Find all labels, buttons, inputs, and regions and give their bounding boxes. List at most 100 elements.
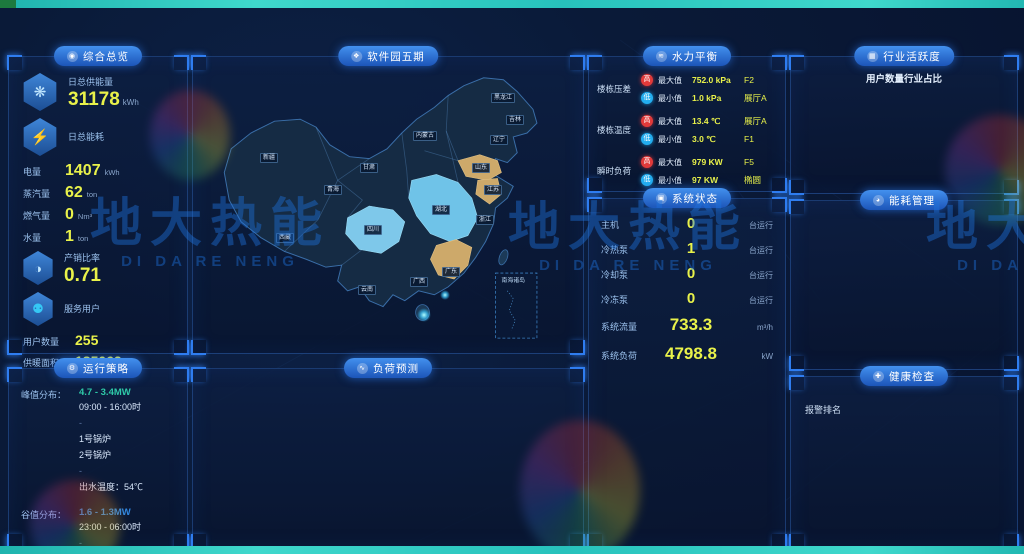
panel-hydraulic-header[interactable]: ≋ 水力平衡	[643, 46, 731, 66]
province-label-chip[interactable]: 广西	[409, 277, 429, 287]
daily-consumption-block: ⚡ 日总能耗	[21, 118, 177, 156]
overview-metric-list: 电量 1407 kWh 蒸汽量 62 ton 燃气量 0 Nm³ 水量 1 ton	[21, 163, 177, 251]
ratio-block: ◑ 产销比率 0.71	[21, 251, 177, 285]
hydraulic-line: 低最小值 1.0 kPa 展厅A	[641, 89, 777, 107]
province-label-chip[interactable]: 广东	[441, 267, 461, 277]
min-name: 最小值	[658, 93, 682, 103]
strategy-lines: 4.7 - 3.4MW 09:00 - 16:00时 - 1号锅炉 2号锅炉 - 出水温度：…	[79, 387, 177, 497]
province-label-chip[interactable]: 吉林	[505, 115, 525, 125]
load-unit: kW	[761, 352, 773, 361]
strategy-icon: ⚙	[67, 362, 78, 374]
strategy-line: 09:00 - 16:00时	[79, 402, 142, 412]
panel-map-header[interactable]: ❖ 软件园五期	[338, 46, 438, 66]
panel-title: 综合总览	[83, 50, 129, 63]
top-strip	[0, 0, 1024, 8]
hydraulic-line: 高最大值 752.0 kPa F2	[641, 71, 777, 89]
ratio-value: 0.71	[64, 265, 101, 286]
min-badge-icon: 低	[641, 133, 653, 145]
device-value: 0	[686, 290, 696, 307]
strategy-groups: 峰值分布： 4.7 - 3.4MW 09:00 - 16:00时 - 1号锅炉 2号锅炉 -…	[9, 369, 187, 554]
max-name: 最大值	[658, 75, 682, 85]
panel-health-header[interactable]: ✚ 健康检查	[860, 366, 948, 386]
province-label-chip[interactable]: 云南	[357, 285, 377, 295]
supply-unit: kWh	[122, 98, 139, 107]
province-label-chip[interactable]: 新疆	[259, 153, 279, 163]
stat-label: 用户数量	[23, 337, 60, 347]
china-map[interactable]: 南海诸岛 新疆西藏 青海 甘肃 内蒙古 黑龙江吉林辽宁山东江苏浙江 湖北四川云南 广西 广东	[197, 62, 579, 350]
panel-industry-header[interactable]: ▦ 行业活跃度	[854, 46, 954, 66]
load-label: 系统负荷	[601, 351, 638, 361]
province-label-chip[interactable]: 青海	[323, 185, 343, 195]
hydraulic-label: 瞬时负荷	[597, 166, 632, 176]
system-device-row: 主机 0 台运行	[601, 215, 773, 240]
flow-value: 733.3	[669, 315, 713, 334]
gauge-icon: ◑	[23, 251, 53, 285]
metric-label: 电量	[23, 167, 42, 177]
max-value: 979 KW	[692, 157, 723, 167]
province-label-chip[interactable]: 山东	[471, 163, 491, 173]
taiwan-island[interactable]	[497, 249, 510, 267]
province-label-chip[interactable]: 浙江	[475, 215, 495, 225]
metric-unit: ton	[77, 234, 89, 243]
panel-industry: ▦ 行业活跃度 用户数量行业占比	[789, 46, 1019, 195]
hydraulic-rows: 楼栋压差高最大值 752.0 kPa F2 低最小值 1.0 kPa 展厅A 楼栋温度高最大…	[589, 57, 785, 198]
panel-overview-header[interactable]: ◉ 综合总览	[54, 46, 142, 66]
energy-pie-chart	[791, 201, 1017, 369]
daily-supply-block: ❋ 日总供能量 31178 kWh	[21, 73, 177, 111]
metric-row: 燃气量 0 Nm³	[23, 207, 177, 223]
panel-strategy-header[interactable]: ⚙ 运行策略	[54, 358, 142, 378]
hydraulic-line: 高最大值 979 KW F5	[641, 153, 777, 171]
strategy-line: -	[79, 418, 82, 429]
hydraulic-group: 楼栋温度高最大值 13.4 ℃ 展厅A 低最小值 3.0 ℃ F1	[597, 112, 777, 148]
max-location: F5	[744, 157, 754, 167]
panel-system-header[interactable]: ▣ 系统状态	[643, 188, 731, 208]
panel-title: 水力平衡	[672, 50, 718, 63]
top-left-marker	[0, 0, 16, 8]
panel-overview: ◉ 综合总览 ❋ 日总供能量 31178 kWh ⚡ 日总能耗 电量 1407 kWh…	[7, 46, 189, 368]
strategy-line: 出水温度：54℃	[79, 482, 144, 493]
system-device-list: 主机 0 台运行 冷热泵 1 台运行 冷却泵 0 台运行 冷冻泵 0 台运行	[601, 215, 773, 315]
max-location: 展厅A	[744, 116, 767, 126]
hydraulic-label: 楼栋温度	[597, 125, 632, 135]
device-label: 冷热泵	[601, 245, 629, 255]
device-unit: 台运行	[749, 296, 773, 305]
province-label-chip[interactable]: 辽宁	[489, 135, 509, 145]
province-label-chip[interactable]: 西藏	[275, 233, 295, 243]
metric-value: 62	[65, 184, 83, 201]
panel-title: 行业活跃度	[883, 50, 941, 63]
strategy-label: 谷值分布：	[21, 510, 67, 521]
province-label-chip[interactable]: 内蒙古	[412, 131, 438, 141]
max-location: F2	[744, 75, 754, 85]
province-label-chip[interactable]: 黑龙江	[490, 93, 516, 103]
metric-unit: Nm³	[77, 212, 93, 221]
device-unit: 台运行	[749, 221, 773, 230]
panel-title: 能耗管理	[889, 194, 935, 207]
hydraulic-group: 瞬时负荷高最大值 979 KW F5 低最小值 97 KW 椭圆	[597, 153, 777, 189]
max-badge-icon: 高	[641, 156, 653, 168]
region-southeast[interactable]	[430, 239, 473, 280]
panel-forecast-header[interactable]: ∿ 负荷预测	[344, 358, 432, 378]
hydraulic-line: 低最小值 97 KW 椭圆	[641, 171, 777, 189]
china-map-svg: 南海诸岛	[223, 77, 538, 339]
province-label-chip[interactable]: 江苏	[483, 185, 503, 195]
metric-unit: ton	[86, 190, 98, 199]
users-icon: ⚉	[23, 292, 53, 326]
lightning-icon: ⚡	[23, 118, 57, 156]
panel-energy-header[interactable]: ◕ 能耗管理	[860, 190, 948, 210]
max-value: 13.4 ℃	[692, 115, 721, 126]
province-label-chip[interactable]: 甘肃	[359, 163, 379, 173]
min-value: 3.0 ℃	[692, 133, 716, 144]
device-value: 0	[686, 265, 696, 282]
stat-label: 供暖面积	[23, 358, 60, 368]
province-label-chip[interactable]: 湖北	[431, 205, 451, 215]
energy-icon: ◕	[873, 194, 884, 206]
users-label: 服务用户	[64, 303, 101, 314]
stat-value: 255	[75, 332, 99, 348]
province-label-chip[interactable]: 四川	[363, 225, 383, 235]
supply-value: 31178	[68, 89, 120, 110]
device-label: 主机	[601, 220, 620, 230]
ratio-label: 产销比率	[64, 253, 101, 263]
min-badge-icon: 低	[641, 92, 653, 104]
strategy-line: 23:00 - 06:00时	[79, 522, 142, 533]
